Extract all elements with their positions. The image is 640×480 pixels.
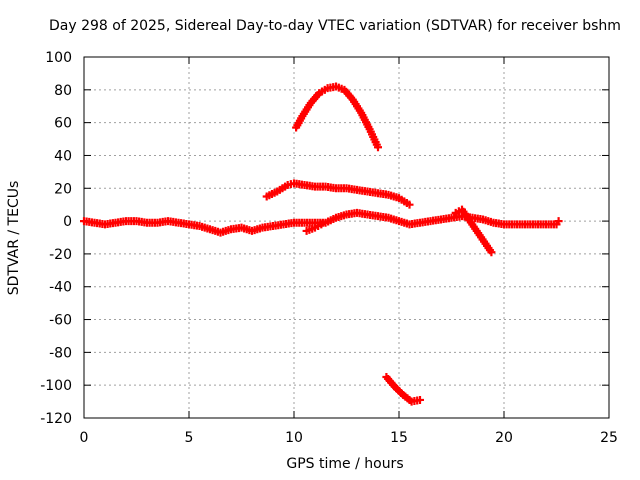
chart-title: Day 298 of 2025, Sidereal Day-to-day VTE… xyxy=(49,18,621,34)
y-tick-label: 0 xyxy=(63,214,72,230)
data-point xyxy=(554,217,563,226)
y-tick-label: 20 xyxy=(54,181,72,197)
y-axis-label: SDTVAR / TECUs xyxy=(6,180,22,296)
y-tick-label: -40 xyxy=(49,280,72,296)
x-tick-label: 0 xyxy=(80,430,89,446)
plot-frame xyxy=(83,56,610,419)
x-tick-label: 15 xyxy=(390,430,408,446)
y-tick-label: 100 xyxy=(45,50,72,66)
x-tick-label: 25 xyxy=(600,430,618,446)
x-tick-label: 20 xyxy=(495,430,513,446)
y-tick-label: -60 xyxy=(49,313,72,329)
data-point xyxy=(317,220,326,229)
y-tick-label: 40 xyxy=(54,148,72,164)
series-isolated-points xyxy=(451,205,496,257)
y-tick-label: -100 xyxy=(40,378,72,394)
data-point xyxy=(405,200,414,209)
y-tick-label: -120 xyxy=(40,411,72,427)
y-tick-label: 60 xyxy=(54,116,72,132)
y-tick-label: 80 xyxy=(54,83,72,99)
series-low-arc xyxy=(382,372,424,406)
series-mid-arc xyxy=(262,179,414,209)
data-point xyxy=(487,248,496,257)
y-tick-label: -20 xyxy=(49,247,72,263)
series-high-arc xyxy=(292,82,382,152)
data-layer xyxy=(80,82,563,406)
x-tick-label: 5 xyxy=(185,430,194,446)
axis-layer: -120 -100 -80 -60 -40 -20 0 20 40 60 80 100 0 5 10 15 20… xyxy=(40,50,618,446)
grid-layer xyxy=(84,57,609,418)
x-tick-label: 10 xyxy=(285,430,303,446)
x-axis-label: GPS time / hours xyxy=(286,456,404,472)
data-point xyxy=(416,395,424,404)
data-point xyxy=(374,143,382,152)
series-dip-segment xyxy=(302,220,326,235)
y-tick-label: -80 xyxy=(49,345,72,361)
